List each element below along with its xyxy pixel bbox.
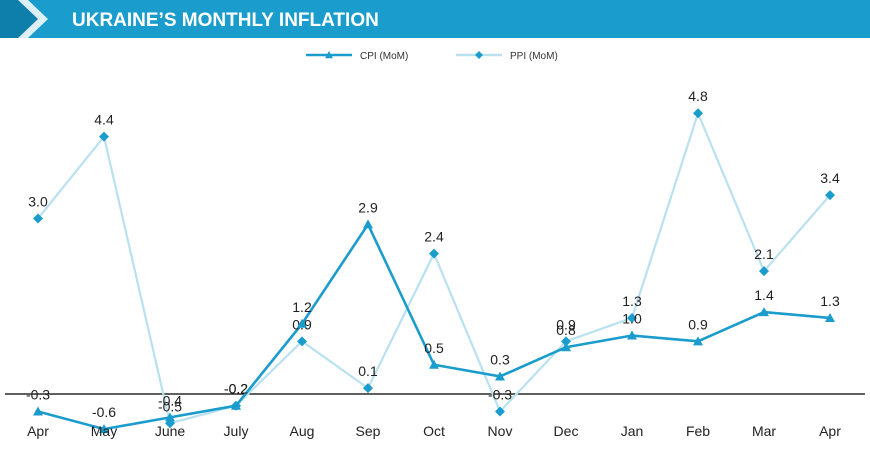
cpi-data-label: -0.3: [26, 387, 50, 403]
ppi-point: [297, 336, 307, 347]
ppi-point: [825, 190, 835, 201]
ppi-series-line: [37, 110, 831, 425]
ppi-data-label: -0.2: [224, 381, 248, 397]
ppi-data-label: 3.4: [820, 170, 840, 186]
x-tick-label: Dec: [554, 423, 579, 439]
ppi-point: [627, 312, 637, 323]
plot-area: 3.0 4.4 -0.5 -0.2 0.9 0.1 2.4 -0.3 0.9 1.3 4.8 2.1 3…: [26, 88, 840, 434]
x-tick-label: Oct: [423, 423, 445, 439]
ppi-data-label: 2.1: [754, 246, 774, 262]
cpi-data-label: 0.8: [556, 322, 576, 338]
title-banner: [0, 0, 870, 38]
x-tick-label: Apr: [27, 423, 49, 439]
cpi-data-label: -0.4: [158, 392, 182, 408]
ppi-point: [561, 336, 571, 347]
x-tick-label: Feb: [686, 423, 710, 439]
cpi-data-label: -0.6: [92, 404, 116, 420]
cpi-point: [825, 312, 835, 322]
x-tick-label: July: [224, 423, 249, 439]
cpi-point: [495, 371, 505, 381]
cpi-point: [627, 330, 637, 340]
ppi-data-label: 1.3: [622, 293, 642, 309]
x-tick-label: Jan: [621, 423, 644, 439]
ppi-data-label: 4.8: [688, 88, 708, 104]
ppi-point: [693, 108, 703, 119]
x-tick-label: Aug: [290, 423, 315, 439]
ppi-data-label: 0.1: [358, 363, 378, 379]
ppi-data-label: -0.3: [488, 387, 512, 403]
cpi-point: [693, 336, 703, 346]
chart-title: UKRAINE’S MONTHLY INFLATION: [72, 10, 379, 31]
cpi-legend-label: CPI (MoM): [360, 51, 408, 62]
cpi-data-label: 0.3: [490, 351, 510, 367]
cpi-data-label: 1.2: [292, 299, 312, 315]
ppi-data-label: -0.5: [158, 398, 182, 414]
cpi-point: [759, 307, 769, 317]
legend: CPI (MoM) PPI (MoM): [306, 51, 558, 62]
cpi-point: [297, 318, 307, 328]
ppi-legend-marker: [475, 51, 483, 59]
cpi-point: [561, 342, 571, 352]
cpi-data-label: 0.9: [688, 316, 708, 332]
x-tick-label: Nov: [488, 423, 513, 439]
ppi-point: [429, 248, 439, 259]
cpi-point: [231, 400, 241, 410]
cpi-point: [33, 406, 43, 416]
banner-chevron-inner: [18, 0, 48, 38]
x-tick-label: Apr: [819, 423, 841, 439]
ppi-point: [33, 213, 43, 224]
x-tick-label: May: [91, 423, 117, 439]
cpi-point: [99, 424, 109, 434]
x-tick-label: June: [155, 423, 186, 439]
ppi-point: [495, 406, 505, 417]
x-axis: Apr May June July Aug Sep Oct Nov Dec Jan Feb Mar Ap…: [27, 423, 841, 439]
ppi-point: [759, 266, 769, 277]
cpi-point: [429, 359, 439, 369]
cpi-data-label: 2.9: [358, 199, 378, 215]
ppi-data-label: 2.4: [424, 229, 444, 245]
x-tick-label: Mar: [752, 423, 776, 439]
cpi-data-label: 0.5: [424, 340, 444, 356]
x-tick-label: Sep: [356, 423, 381, 439]
cpi-data-label: -0.2: [224, 381, 248, 397]
ppi-data-label: 0.9: [556, 316, 576, 332]
ppi-data-label: 3.0: [28, 194, 48, 210]
ppi-point: [363, 383, 373, 394]
cpi-point: [165, 412, 175, 422]
cpi-data-label: 1.3: [820, 293, 840, 309]
cpi-data-label: 1.4: [754, 287, 774, 303]
cpi-data-label: 1.0: [622, 311, 642, 327]
ppi-point: [99, 131, 109, 142]
cpi-legend-marker: [325, 51, 333, 59]
ppi-data-label: 4.4: [94, 112, 114, 128]
ppi-legend-label: PPI (MoM): [510, 51, 558, 62]
cpi-point: [363, 219, 373, 229]
